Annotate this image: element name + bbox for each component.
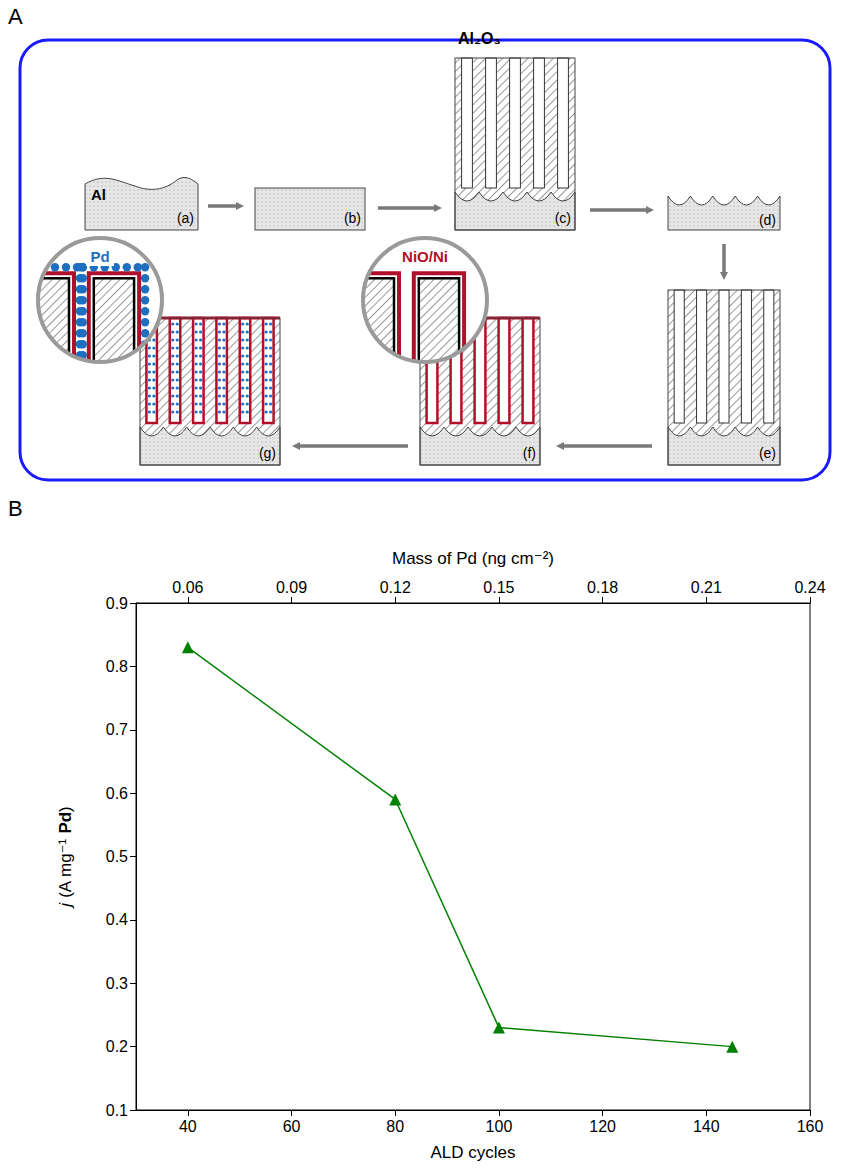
svg-text:NiO/Ni: NiO/Ni [402, 248, 448, 265]
svg-text:0.24: 0.24 [794, 579, 825, 596]
svg-text:0.6: 0.6 [106, 785, 128, 802]
html-text:B: B [8, 496, 23, 521]
svg-text:0.8: 0.8 [106, 658, 128, 675]
svg-text:0.4: 0.4 [106, 911, 128, 928]
svg-text:100: 100 [486, 1118, 513, 1135]
svg-text:0.9: 0.9 [106, 595, 128, 612]
svg-text:Pd: Pd [90, 248, 109, 265]
svg-text:(A mg⁻¹: (A mg⁻¹ [56, 834, 75, 902]
svg-text:Al: Al [91, 186, 106, 203]
svg-text:0.12: 0.12 [380, 579, 411, 596]
svg-text:120: 120 [589, 1118, 616, 1135]
svg-text:(a): (a) [177, 210, 194, 226]
svg-text:0.7: 0.7 [106, 721, 128, 738]
svg-text:(f): (f) [523, 445, 536, 461]
svg-text:0.09: 0.09 [276, 579, 307, 596]
svg-text:0.3: 0.3 [106, 975, 128, 992]
svg-text:(e): (e) [759, 445, 776, 461]
svg-text:ALD cycles: ALD cycles [430, 1143, 515, 1162]
svg-text:80: 80 [386, 1118, 404, 1135]
html-text:A: A [8, 4, 23, 29]
svg-text:40: 40 [179, 1118, 197, 1135]
svg-text:(g): (g) [259, 445, 276, 461]
svg-text:0.21: 0.21 [691, 579, 722, 596]
svg-text:0.18: 0.18 [587, 579, 618, 596]
svg-text:(c): (c) [555, 210, 571, 226]
svg-text:): ) [56, 806, 75, 812]
svg-text:0.5: 0.5 [106, 848, 128, 865]
svg-text:j: j [56, 903, 75, 907]
svg-text:0.2: 0.2 [106, 1038, 128, 1055]
svg-text:140: 140 [693, 1118, 720, 1135]
svg-text:(d): (d) [759, 212, 776, 228]
svg-text:0.1: 0.1 [106, 1102, 128, 1119]
svg-text:160: 160 [797, 1118, 824, 1135]
svg-text:Mass of Pd (ng cm⁻²): Mass of Pd (ng cm⁻²) [392, 549, 554, 568]
svg-text:60: 60 [283, 1118, 301, 1135]
svg-text:(b): (b) [344, 210, 361, 226]
svg-text:Pd: Pd [56, 812, 75, 834]
svg-text:0.15: 0.15 [483, 579, 514, 596]
svg-text:Al₂O₃: Al₂O₃ [458, 30, 501, 47]
svg-text:0.06: 0.06 [172, 579, 203, 596]
